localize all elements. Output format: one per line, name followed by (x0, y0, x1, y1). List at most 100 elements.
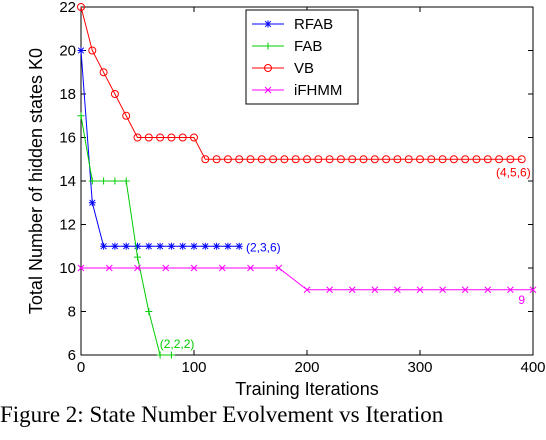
point-stroke (134, 243, 141, 250)
point-stroke (218, 264, 226, 272)
data-point (484, 286, 492, 294)
y-tick-label: 10 (59, 260, 76, 277)
data-point (438, 155, 447, 164)
data-point (224, 242, 232, 250)
data-point (529, 286, 537, 294)
point-circle (404, 155, 413, 164)
data-point (246, 155, 255, 164)
data-point (167, 242, 175, 250)
data-point (218, 264, 226, 272)
data-point (382, 155, 391, 164)
data-point (461, 155, 470, 164)
point-circle (495, 155, 504, 164)
data-point (100, 242, 108, 250)
y-tick-label: 6 (68, 347, 76, 364)
point-circle (178, 133, 187, 142)
axes: 0 100 200 300 400 6 8 10 12 14 16 18 20 22 Training It… (26, 0, 546, 399)
point-stroke (89, 199, 96, 206)
series-layer (77, 3, 537, 359)
data-point (201, 155, 210, 164)
x-tick-label: 0 (77, 359, 85, 376)
data-point (507, 286, 514, 294)
line-chart: 0 100 200 300 400 6 8 10 12 14 16 18 20 22 Training It… (26, 0, 546, 399)
point-stroke (236, 243, 243, 250)
point-circle (246, 155, 255, 164)
data-point (122, 177, 130, 185)
data-point (134, 253, 141, 261)
data-point (133, 133, 142, 142)
data-point (483, 155, 492, 164)
point-circle (88, 46, 97, 55)
point-stroke (145, 243, 152, 250)
data-point (495, 155, 504, 164)
point-stroke (190, 264, 198, 272)
point-circle (280, 155, 289, 164)
point-circle (506, 155, 515, 164)
figure-caption: Figure 2: State Number Evolvement vs Ite… (0, 402, 444, 427)
data-point (416, 286, 424, 294)
data-point (404, 155, 413, 164)
point-stroke (105, 264, 113, 272)
data-point (264, 64, 272, 72)
annotation-rfab: (2,3,6) (246, 240, 281, 254)
data-point (264, 42, 272, 50)
point-circle (483, 155, 492, 164)
point-circle (393, 155, 402, 164)
point-circle (156, 133, 165, 142)
data-point (472, 155, 481, 164)
data-point (99, 68, 108, 77)
data-point (506, 155, 515, 164)
point-circle (167, 133, 176, 142)
series-fab (77, 112, 175, 359)
data-point (439, 286, 446, 294)
data-point (291, 155, 300, 164)
data-point (201, 242, 209, 250)
point-stroke (77, 47, 85, 54)
data-point (393, 155, 402, 164)
point-circle (416, 155, 424, 164)
y-tick-label: 22 (59, 0, 76, 16)
x-tick-label: 100 (181, 359, 206, 376)
data-point (167, 133, 176, 142)
data-point (359, 155, 368, 164)
point-stroke (529, 286, 537, 294)
series-ifhmm (77, 264, 537, 294)
data-point (77, 112, 85, 120)
legend-label-rfab: RFAB (294, 16, 333, 33)
data-point (257, 155, 266, 164)
point-circle (99, 68, 108, 77)
point-circle (264, 64, 272, 72)
point-stroke (275, 264, 283, 272)
y-tick-label: 12 (59, 217, 76, 234)
point-circle (382, 155, 391, 164)
legend-entry-ifhmm: iFHMM (252, 82, 342, 99)
data-point (88, 177, 96, 185)
data-point (348, 155, 357, 164)
annotation-vb: (4,5,6) (496, 165, 531, 179)
data-point (247, 264, 254, 272)
data-point (77, 264, 85, 272)
series-rfab (77, 47, 243, 250)
data-point (88, 199, 96, 207)
series-line-vb (80, 6, 522, 160)
annotation-ifhmm: 9 (518, 293, 525, 307)
legend-entry-rfab: RFAB (252, 16, 333, 33)
point-circle (438, 155, 447, 164)
point-stroke (461, 286, 469, 294)
point-circle (235, 155, 244, 164)
y-tick-label: 18 (59, 86, 76, 103)
legend-label-fab: FAB (294, 38, 322, 55)
data-point (449, 155, 458, 164)
point-circle (348, 155, 357, 164)
series-line-fab (80, 115, 172, 356)
data-point (336, 155, 345, 164)
data-point (111, 177, 119, 185)
x-axis-title: Training Iterations (235, 379, 378, 399)
x-tick-label: 400 (520, 359, 545, 376)
legend-box (245, 9, 359, 105)
point-circle (314, 155, 323, 164)
point-circle (517, 155, 526, 164)
data-point (371, 286, 379, 294)
data-point (416, 155, 424, 164)
data-point (264, 86, 272, 94)
